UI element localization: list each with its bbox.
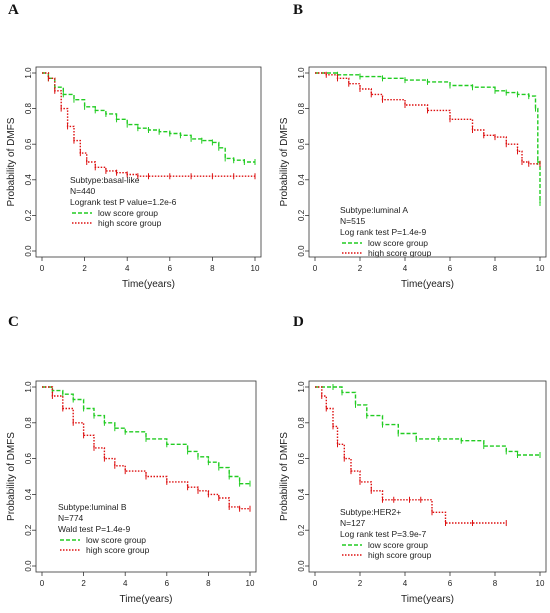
plot-frame	[35, 66, 262, 258]
plot-frame	[308, 380, 547, 573]
legend-label: high score group	[86, 545, 150, 555]
y-tick-label: 0.8	[297, 417, 306, 429]
plot-frame	[308, 66, 547, 258]
y-tick-label: 0.8	[297, 102, 306, 114]
x-tick-label: 0	[313, 579, 318, 588]
annotation-text: N=515	[340, 216, 366, 226]
y-tick-label: 0.0	[24, 245, 33, 257]
x-tick-label: 10	[536, 579, 545, 588]
y-tick-label: 0.6	[297, 138, 306, 150]
legend-label: high score group	[368, 248, 432, 258]
panel-b: B 0.0 0.2 0.4 0.6 0.8 1.0 0 2 4 6 8 10 Time(years) Pro…	[279, 2, 547, 290]
y-tick-label: 1.0	[297, 67, 306, 79]
x-tick-label: 6	[448, 579, 453, 588]
plot-frame	[35, 380, 257, 573]
y-tick-label: 0.2	[297, 524, 306, 536]
annotation-text: N=127	[340, 518, 366, 528]
x-tick-label: 8	[206, 579, 211, 588]
y-tick-label: 0.4	[24, 174, 33, 186]
annotation-text: Logrank test P value=1.2e-6	[70, 197, 177, 207]
annotation-text: Subtype:HER2+	[340, 507, 401, 517]
y-axis-title: Probability of DMFS	[6, 432, 17, 521]
series-line-low-score	[42, 72, 255, 163]
legend-label: high score group	[98, 218, 162, 228]
panel-letter: A	[8, 2, 19, 18]
x-tick-label: 6	[448, 264, 453, 273]
x-tick-label: 8	[493, 264, 498, 273]
x-tick-label: 4	[125, 264, 130, 273]
legend-label: low score group	[98, 208, 158, 218]
annotation-text: N=774	[58, 513, 84, 523]
annotation-text: Wald test P=1.4e-9	[58, 524, 130, 534]
panel-c: C 0.0 0.2 0.4 0.6 0.8 1.0 0 2 4 6 8 10 Time(years) Pro…	[6, 314, 257, 605]
series-line-low-score	[315, 386, 540, 456]
panel-letter: B	[293, 2, 303, 18]
y-tick-label: 0.2	[297, 209, 306, 221]
x-tick-label: 4	[123, 579, 128, 588]
y-tick-label: 0.8	[24, 417, 33, 429]
x-tick-label: 6	[168, 264, 173, 273]
annotation-text: Log rank test P=1.4e-9	[340, 227, 427, 237]
x-tick-label: 10	[246, 579, 255, 588]
x-tick-label: 2	[81, 579, 86, 588]
series-line-high-score	[42, 386, 250, 510]
panel-a: A 0.0 0.2 0.4 0.6 0.8 1.0 0 2 4 6 8 10 Time(years) Pro…	[6, 2, 262, 290]
annotation-text: N=440	[70, 186, 96, 196]
x-tick-label: 2	[82, 264, 87, 273]
y-tick-label: 0.4	[297, 174, 306, 186]
panel-letter: C	[8, 314, 19, 330]
y-tick-label: 0.4	[24, 488, 33, 500]
series-line-high-score	[315, 72, 540, 165]
x-axis-title: Time(years)	[122, 279, 175, 290]
annotation-text: Log rank test P=3.9e-7	[340, 529, 427, 539]
y-tick-label: 1.0	[24, 67, 33, 79]
series-line-high-score	[42, 72, 255, 177]
panel-letter: D	[293, 314, 304, 330]
x-tick-label: 0	[40, 264, 45, 273]
x-tick-label: 2	[358, 579, 363, 588]
y-axis-title: Probability of DMFS	[279, 432, 290, 521]
legend-label: low score group	[86, 535, 146, 545]
x-tick-label: 0	[40, 579, 45, 588]
x-tick-label: 10	[251, 264, 260, 273]
y-tick-label: 0.6	[24, 452, 33, 464]
y-tick-label: 0.4	[297, 488, 306, 500]
panel-d: D 0.0 0.2 0.4 0.6 0.8 1.0 0 2 4 6 8 10 Time(years) Pro…	[279, 314, 547, 605]
y-tick-label: 0.2	[24, 209, 33, 221]
legend-label: low score group	[368, 540, 428, 550]
x-tick-label: 2	[358, 264, 363, 273]
x-tick-label: 8	[210, 264, 215, 273]
y-axis-title: Probability of DMFS	[6, 117, 17, 206]
x-axis-title: Time(years)	[401, 279, 454, 290]
y-tick-label: 0.0	[297, 560, 306, 572]
annotation-text: Subtype:luminal A	[340, 205, 408, 215]
legend-label: high score group	[368, 550, 432, 560]
legend-label: low score group	[368, 238, 428, 248]
y-tick-label: 0.0	[297, 245, 306, 257]
series-line-high-score	[315, 386, 507, 524]
x-tick-label: 4	[403, 264, 408, 273]
x-axis-title: Time(years)	[401, 594, 454, 605]
y-tick-label: 1.0	[297, 381, 306, 393]
y-tick-label: 0.8	[24, 102, 33, 114]
annotation-text: Subtype:basal-like	[70, 175, 140, 185]
x-axis-title: Time(years)	[120, 594, 173, 605]
x-tick-label: 0	[313, 264, 318, 273]
x-tick-label: 4	[403, 579, 408, 588]
y-tick-label: 0.6	[297, 452, 306, 464]
y-tick-label: 1.0	[24, 381, 33, 393]
y-tick-label: 0.2	[24, 524, 33, 536]
y-tick-label: 0.0	[24, 560, 33, 572]
y-axis-title: Probability of DMFS	[279, 117, 290, 206]
x-tick-label: 6	[165, 579, 170, 588]
x-tick-label: 8	[493, 579, 498, 588]
y-tick-label: 0.6	[24, 138, 33, 150]
x-tick-label: 10	[536, 264, 545, 273]
annotation-text: Subtype:luminal B	[58, 502, 127, 512]
